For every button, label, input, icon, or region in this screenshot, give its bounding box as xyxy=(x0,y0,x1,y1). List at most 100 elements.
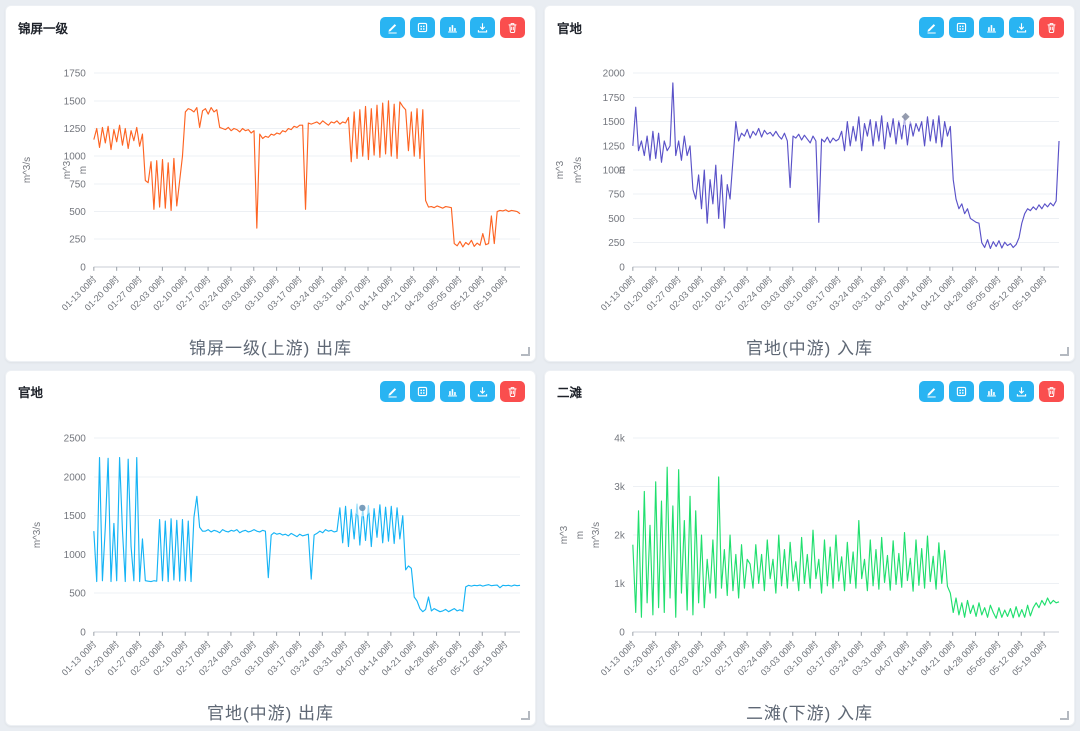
delete-button[interactable] xyxy=(1039,16,1064,38)
chart-canvas[interactable]: 0 250 500 750 1000 1250 1500 1750 m^3/s m^3 m 01-13… xyxy=(6,47,535,325)
bar-chart-icon xyxy=(987,389,996,397)
svg-text:500: 500 xyxy=(69,588,86,599)
chart-title: 官地(中游) 出库 xyxy=(206,703,335,723)
line-series xyxy=(632,466,1060,619)
panel-toolbar xyxy=(914,381,1064,402)
table-button[interactable] xyxy=(410,16,435,38)
svg-text:m: m xyxy=(617,166,628,174)
svg-text:0: 0 xyxy=(80,262,86,273)
svg-text:m^3/s: m^3/s xyxy=(32,521,43,547)
svg-text:1000: 1000 xyxy=(64,549,87,560)
bar-chart-button[interactable] xyxy=(440,16,465,38)
svg-text:m: m xyxy=(78,166,89,174)
chart-canvas[interactable]: 0 250 500 750 1000 1250 1500 1750 2000 m^3 m^3/s m 0… xyxy=(545,47,1074,325)
chart-panel: 锦屏一级 0 250 500 750 1000 1250 1500 1750 m^3/s m^3 m… xyxy=(5,5,536,362)
svg-text:2000: 2000 xyxy=(603,69,626,80)
download-button[interactable] xyxy=(470,381,495,402)
line-series xyxy=(93,100,521,248)
edit-button[interactable] xyxy=(380,16,405,38)
svg-text:1750: 1750 xyxy=(603,93,626,104)
svg-text:2k: 2k xyxy=(614,530,625,541)
svg-text:250: 250 xyxy=(608,238,625,249)
svg-text:500: 500 xyxy=(608,214,625,225)
panel-toolbar xyxy=(375,381,525,402)
resize-handle-icon[interactable] xyxy=(1060,711,1069,720)
svg-text:2000: 2000 xyxy=(64,472,87,483)
svg-text:0: 0 xyxy=(619,262,625,273)
line-series xyxy=(93,456,521,612)
panel-toolbar xyxy=(375,16,525,38)
panel-title: 二滩 xyxy=(557,386,583,400)
svg-text:m^3/s: m^3/s xyxy=(573,157,584,183)
svg-text:4k: 4k xyxy=(614,433,625,444)
svg-text:m^3/s: m^3/s xyxy=(591,521,602,547)
trash-icon xyxy=(1047,22,1056,33)
svg-text:m^3/s: m^3/s xyxy=(22,157,33,183)
resize-handle-icon[interactable] xyxy=(1060,346,1069,356)
svg-text:750: 750 xyxy=(608,190,625,201)
pencil-icon xyxy=(927,388,936,398)
svg-text:2500: 2500 xyxy=(64,433,87,444)
table-button[interactable] xyxy=(949,381,974,402)
panel-header: 锦屏一级 xyxy=(6,6,535,40)
table-button[interactable] xyxy=(949,16,974,38)
edit-button[interactable] xyxy=(380,381,405,402)
table-icon xyxy=(956,386,967,397)
panel-header: 官地 xyxy=(6,371,535,405)
svg-text:500: 500 xyxy=(69,207,86,218)
svg-text:1750: 1750 xyxy=(64,69,87,80)
panel-header: 二滩 xyxy=(545,371,1074,405)
download-button[interactable] xyxy=(470,16,495,38)
svg-text:1000: 1000 xyxy=(64,152,87,163)
edit-button[interactable] xyxy=(919,381,944,402)
svg-text:0: 0 xyxy=(619,627,625,638)
pencil-icon xyxy=(388,388,397,398)
table-icon xyxy=(956,22,967,32)
chart-canvas[interactable]: 0 500 1000 1500 2000 2500 m^3/s 01-13 00时 01-20 … xyxy=(6,412,535,690)
download-icon xyxy=(1016,387,1027,397)
table-button[interactable] xyxy=(410,381,435,402)
svg-text:1250: 1250 xyxy=(64,124,87,135)
svg-text:m^3: m^3 xyxy=(62,160,73,179)
chart-canvas[interactable]: 0 1k 2k 3k 4k m^3 m m^3/s 01-13 00时 01-20 00时 01-2… xyxy=(545,412,1074,690)
line-series xyxy=(632,82,1060,250)
chart-title: 二滩(下游) 入库 xyxy=(745,703,874,723)
delete-button[interactable] xyxy=(500,16,525,38)
bar-chart-button[interactable] xyxy=(979,16,1004,38)
edit-button[interactable] xyxy=(919,16,944,38)
table-icon xyxy=(417,22,428,32)
download-icon xyxy=(477,22,488,33)
svg-text:1500: 1500 xyxy=(603,117,626,128)
svg-text:1500: 1500 xyxy=(64,96,87,107)
panel-title: 锦屏一级 xyxy=(18,21,69,36)
svg-text:1250: 1250 xyxy=(603,141,626,152)
chart-title: 官地(中游) 入库 xyxy=(745,339,874,358)
svg-text:250: 250 xyxy=(69,235,86,246)
svg-text:1k: 1k xyxy=(614,578,625,589)
svg-text:m^3: m^3 xyxy=(555,160,566,179)
resize-handle-icon[interactable] xyxy=(521,711,530,720)
chart-panel: 官地 0 250 500 750 1000 1250 1500 1750 2000 m^3 m^3/… xyxy=(544,5,1075,362)
panel-title: 官地 xyxy=(557,21,583,36)
delete-button[interactable] xyxy=(500,381,525,402)
bar-chart-button[interactable] xyxy=(979,381,1004,402)
svg-text:m^3: m^3 xyxy=(559,525,570,544)
chart-title: 锦屏一级(上游) 出库 xyxy=(188,339,353,358)
resize-handle-icon[interactable] xyxy=(521,346,530,356)
delete-button[interactable] xyxy=(1039,381,1064,402)
download-icon xyxy=(1016,22,1027,33)
svg-text:1500: 1500 xyxy=(64,511,87,522)
svg-text:3k: 3k xyxy=(614,482,625,493)
pencil-icon xyxy=(927,23,936,33)
pencil-icon xyxy=(388,23,397,33)
chart-panel: 官地 0 500 1000 1500 2000 2500 m^3/s 01-13 00时 01-… xyxy=(5,369,536,726)
download-button[interactable] xyxy=(1009,16,1034,38)
panel-toolbar xyxy=(914,16,1064,38)
bar-chart-button[interactable] xyxy=(440,381,465,402)
trash-icon xyxy=(508,387,517,398)
download-button[interactable] xyxy=(1009,381,1034,402)
trash-icon xyxy=(508,22,517,33)
